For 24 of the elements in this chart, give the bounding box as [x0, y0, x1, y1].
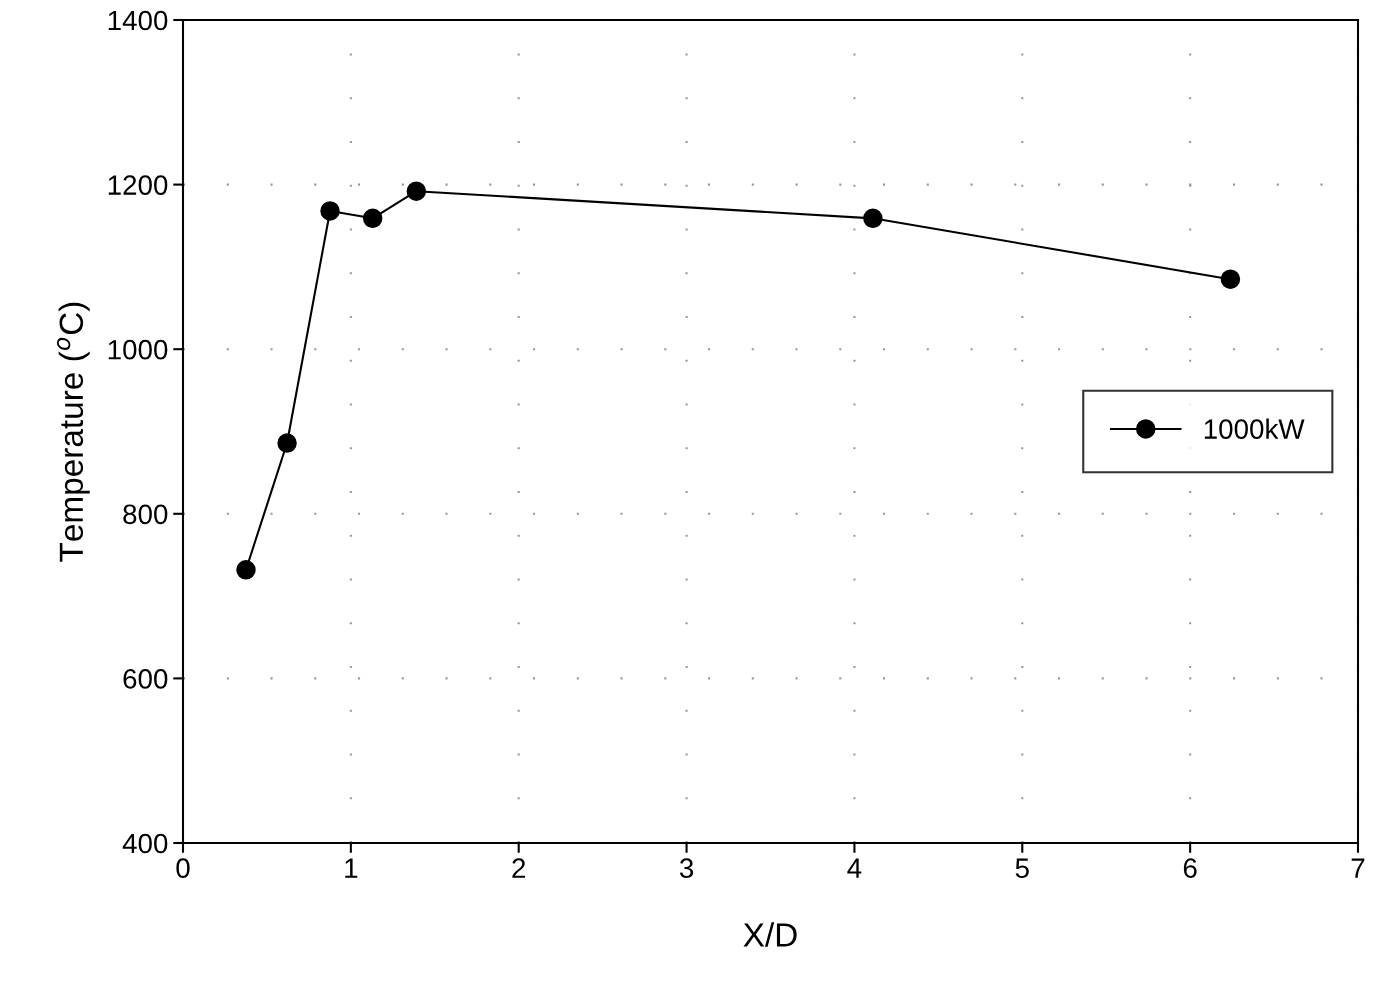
- y-tick-label: 1200: [108, 175, 168, 195]
- y-tick-label: 1400: [108, 10, 168, 31]
- x-tick-label: 0: [176, 858, 190, 878]
- y-tick-label: 400: [122, 833, 168, 854]
- x-tick-label: 5: [1015, 858, 1029, 878]
- y-tick-label: 800: [123, 504, 168, 525]
- point: [362, 208, 383, 229]
- point: [236, 560, 256, 580]
- x-tick-label: 4: [847, 858, 862, 878]
- point: [1220, 269, 1241, 289]
- legend-label: 1000kW: [1204, 418, 1305, 439]
- point: [277, 433, 297, 453]
- point: [320, 201, 340, 221]
- point: [863, 208, 883, 229]
- x-tick-label: 1: [345, 858, 358, 878]
- y-tick-label: 600: [123, 669, 168, 689]
- x-tick-label: 2: [512, 858, 526, 878]
- x-axis-title: X/D: [743, 922, 797, 947]
- x-tick-label: 6: [1183, 858, 1197, 878]
- y-axis-title: Temperature ($^{o}$C): [56, 302, 90, 562]
- x-tick-label: 7: [1351, 858, 1365, 878]
- x-tick-label: 3: [679, 858, 694, 878]
- point: [406, 181, 427, 201]
- y-tick-label: 1000: [108, 339, 168, 360]
